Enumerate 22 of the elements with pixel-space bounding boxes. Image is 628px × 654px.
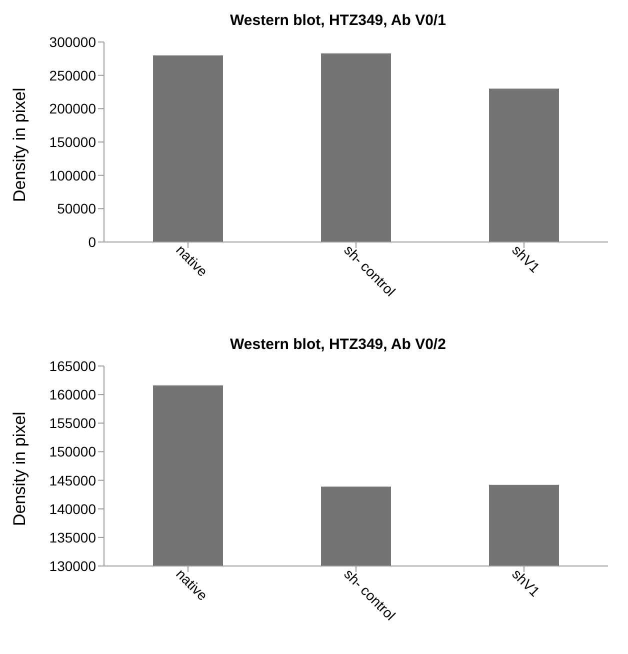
bar xyxy=(321,53,391,242)
y-tick-label: 165000 xyxy=(49,358,96,374)
y-tick-label: 155000 xyxy=(49,415,96,432)
y-axis-title: Density in pixel xyxy=(10,88,30,202)
y-tick-label: 130000 xyxy=(49,558,96,574)
y-tick-label: 150000 xyxy=(49,444,96,460)
y-tick-label: 300000 xyxy=(49,34,96,50)
y-tick-label: 150000 xyxy=(49,134,96,150)
y-tick-label: 250000 xyxy=(49,67,96,84)
y-tick-label: 160000 xyxy=(49,386,96,403)
chart-title: Western blot, HTZ349, Ab V0/2 xyxy=(229,336,447,355)
y-tick-label: 0 xyxy=(88,234,96,250)
y-tick-label: 50000 xyxy=(57,200,96,217)
bar xyxy=(153,55,223,242)
chart-title: Western blot, HTZ349, Ab V0/1 xyxy=(229,12,447,31)
y-tick-label: 200000 xyxy=(49,100,96,117)
y-tick-label: 140000 xyxy=(49,500,96,517)
y-tick-label: 145000 xyxy=(49,472,96,488)
y-axis-title: Density in pixel xyxy=(10,412,30,526)
y-tick-label: 100000 xyxy=(49,167,96,184)
bar xyxy=(489,88,559,242)
y-tick-label: 135000 xyxy=(49,529,96,546)
